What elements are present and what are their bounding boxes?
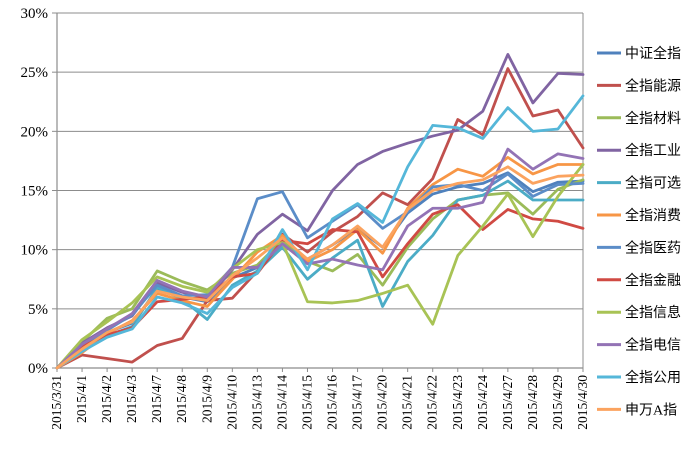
x-axis-label: 2015/4/22: [425, 375, 440, 430]
x-axis-label: 2015/4/17: [350, 375, 365, 430]
legend-item-3: 全指工业: [597, 142, 681, 159]
x-axis-label: 2015/4/1: [74, 375, 89, 423]
legend-item-4: 全指可选: [597, 175, 681, 192]
legend-item-5: 全指消费: [597, 207, 681, 224]
x-axis-label: 2015/4/7: [149, 375, 164, 423]
y-axis-label: 20%: [21, 124, 49, 140]
legend-label-3: 全指工业: [625, 142, 681, 159]
legend-item-11: 申万A指: [597, 402, 677, 418]
y-axis-label: 10%: [21, 243, 49, 259]
x-axis-label: 2015/4/8: [174, 375, 189, 423]
series-line-6: [55, 172, 585, 370]
x-axis-label: 2015/4/28: [525, 375, 540, 430]
y-axis-label: 15%: [21, 184, 49, 200]
legend-label-2: 全指材料: [625, 110, 681, 127]
y-axis-label: 5%: [28, 302, 48, 318]
series-line-11: [55, 165, 585, 370]
x-axis-label: 2015/4/2: [99, 375, 114, 423]
legend-label-4: 全指可选: [625, 175, 681, 192]
series-line-10: [55, 94, 585, 370]
legend-label-6: 全指医药: [625, 239, 681, 256]
x-axis-label: 2015/3/31: [49, 375, 64, 430]
legend-label-8: 全指信息: [625, 304, 681, 321]
x-axis-label: 2015/4/21: [400, 375, 415, 430]
legend-label-7: 全指金融: [625, 272, 681, 289]
legend-label-0: 中证全指: [625, 45, 681, 62]
legend-label-9: 全指电信: [625, 337, 681, 354]
x-axis-label: 2015/4/24: [475, 375, 490, 430]
x-axis-label: 2015/4/20: [375, 375, 390, 430]
legend-label-10: 全指公用: [625, 369, 681, 386]
x-axis-label: 2015/4/9: [199, 375, 214, 423]
x-axis-label: 2015/4/10: [224, 375, 239, 430]
x-axis-label: 2015/4/14: [274, 375, 289, 430]
x-axis-label: 2015/4/15: [299, 375, 314, 430]
legend-item-8: 全指信息: [597, 304, 681, 321]
y-axis-label: 0%: [28, 361, 48, 377]
y-axis-label: 25%: [21, 65, 49, 81]
legend-label-11: 申万A指: [625, 402, 677, 418]
legend-item-7: 全指金融: [597, 272, 681, 289]
y-axis-label: 30%: [21, 6, 49, 22]
x-axis-label: 2015/4/30: [575, 375, 590, 430]
legend-label-5: 全指消费: [625, 207, 681, 224]
x-axis-label: 2015/4/23: [450, 375, 465, 430]
series-line-8: [55, 163, 585, 370]
legend-item-1: 全指能源: [597, 77, 681, 94]
x-axis-label: 2015/4/27: [500, 375, 515, 430]
legend-item-0: 中证全指: [597, 45, 681, 62]
legend-item-2: 全指材料: [597, 110, 681, 127]
x-axis-label: 2015/4/29: [550, 375, 565, 430]
x-axis-label: 2015/4/13: [249, 375, 264, 430]
legend-label-1: 全指能源: [625, 77, 681, 94]
x-axis-label: 2015/4/3: [124, 375, 139, 423]
legend-item-9: 全指电信: [597, 337, 681, 354]
legend-item-10: 全指公用: [597, 369, 681, 386]
legend-item-6: 全指医药: [597, 239, 681, 256]
x-axis-label: 2015/4/16: [325, 375, 340, 430]
series-line-9: [55, 147, 585, 370]
